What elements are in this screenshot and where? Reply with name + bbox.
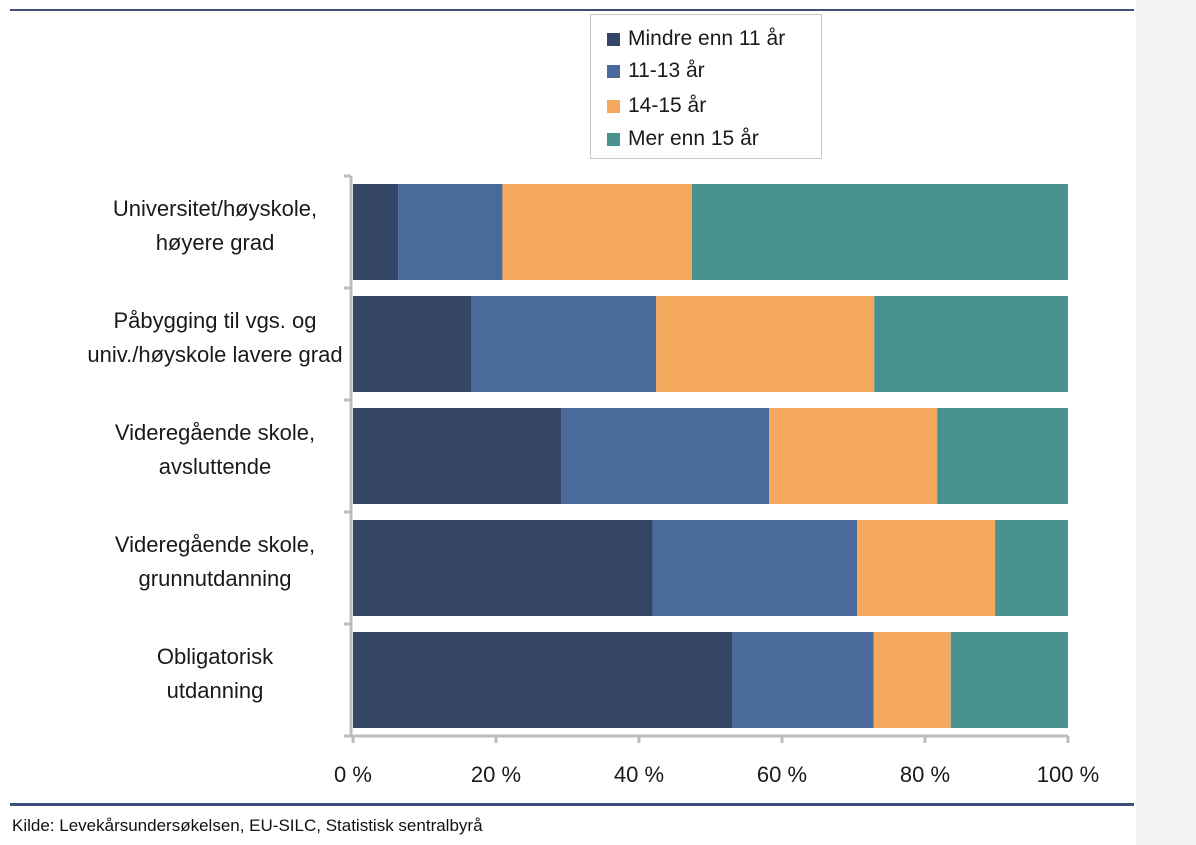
legend-label-1: 11-13 år (628, 59, 705, 82)
y-tick-label-line-1-0: Påbygging til vgs. og (113, 308, 316, 333)
y-tick-label-3: Videregående skole, grunnutdanning (115, 532, 315, 591)
legend-item-series-1: 11-13 år (607, 59, 705, 83)
bar-segment-2-2 (769, 408, 938, 504)
bar-segment-0-1 (398, 184, 503, 280)
y-tick-label-line-4-1: utdanning (167, 678, 264, 703)
y-tick-label-0: Universitet/høyskole, høyere grad (113, 196, 317, 255)
y-tick-label-2: Videregående skole, avsluttende (115, 420, 315, 479)
bar-segment-2-0 (353, 408, 562, 504)
legend-label-2: 14-15 år (628, 94, 707, 117)
y-tick-label-line-4-0: Obligatorisk (157, 644, 274, 669)
x-tick-label-2: 40 % (614, 762, 664, 787)
legend-item-series-0: Mindre enn 11 år (607, 27, 785, 51)
bar-segment-2-3 (937, 408, 1068, 504)
bar-segment-0-2 (502, 184, 692, 280)
x-tick-label-3: 60 % (757, 762, 807, 787)
bar-segment-1-3 (874, 296, 1068, 392)
y-tick-label-line-3-0: Videregående skole, (115, 532, 315, 557)
legend-swatch-2 (607, 99, 620, 113)
bar-segment-3-3 (995, 520, 1068, 616)
bar-segment-1-2 (656, 296, 875, 392)
x-tick-label-5: 100 % (1037, 762, 1099, 787)
bar-segment-4-3 (950, 632, 1068, 728)
bar-segment-2-1 (561, 408, 770, 504)
bar-segment-3-2 (857, 520, 996, 616)
legend-swatch-3 (607, 132, 620, 146)
chart-legend: Mindre enn 11 år 11-13 år 14-15 år Mer e… (590, 14, 822, 159)
y-tick-label-line-3-1: grunnutdanning (139, 566, 292, 591)
source-note: Kilde: Levekårsundersøkelsen, EU-SILC, S… (12, 816, 483, 835)
legend-swatch-0 (607, 32, 620, 46)
y-tick-label-line-1-1: univ./høyskole lavere grad (87, 342, 342, 367)
y-tick-label-line-2-0: Videregående skole, (115, 420, 315, 445)
y-tick-label-line-0-0: Universitet/høyskole, (113, 196, 317, 221)
bar-segment-3-1 (652, 520, 858, 616)
y-tick-label-1: Påbygging til vgs. og univ./høyskole lave… (87, 308, 342, 367)
y-tick-label-4: Obligatorisk utdanning (157, 644, 274, 703)
x-tick-label-1: 20 % (471, 762, 521, 787)
legend-label-3: Mer enn 15 år (628, 127, 759, 150)
legend-label-0: Mindre enn 11 år (628, 27, 786, 50)
bar-segment-1-0 (353, 296, 472, 392)
y-tick-label-line-2-1: avsluttende (159, 454, 272, 479)
right-margin-strip (1136, 0, 1196, 845)
legend-item-series-3: Mer enn 15 år (607, 127, 759, 151)
x-tick-label-0: 0 % (334, 762, 372, 787)
bar-segment-4-2 (873, 632, 951, 728)
bar-segment-0-0 (353, 184, 399, 280)
bar-segment-0-3 (691, 184, 1068, 280)
bar-segment-3-0 (353, 520, 653, 616)
top-rule (10, 9, 1134, 11)
legend-item-series-2: 14-15 år (607, 94, 706, 118)
source-rule (10, 803, 1134, 806)
bar-segment-4-1 (732, 632, 874, 728)
bar-segment-1-1 (471, 296, 657, 392)
legend-swatch-1 (607, 64, 620, 78)
y-tick-label-line-0-1: høyere grad (156, 230, 275, 255)
x-tick-label-4: 80 % (900, 762, 950, 787)
bar-segment-4-0 (353, 632, 733, 728)
